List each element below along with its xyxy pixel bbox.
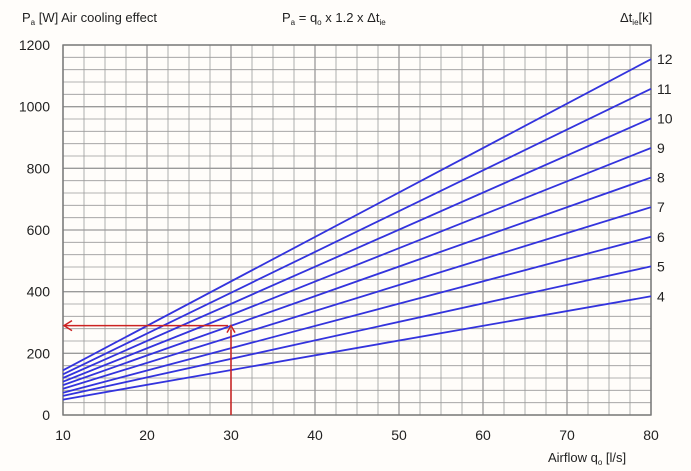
- x-tick-label: 10: [55, 427, 71, 443]
- series-label-8: 8: [657, 170, 665, 186]
- series-label-9: 9: [657, 140, 665, 156]
- series-line-10: [62, 117, 652, 379]
- series-label-4: 4: [657, 288, 665, 304]
- x-tick-label: 30: [223, 427, 239, 443]
- legend-title: Δtie[k]: [620, 10, 652, 27]
- plot-frame: [62, 44, 652, 416]
- y-tick-label: 1000: [19, 99, 50, 115]
- x-axis-title: Airflow qo [l/s]: [548, 450, 626, 467]
- series-line-6: [62, 235, 652, 394]
- x-tick-label: 80: [643, 427, 659, 443]
- y-tick-label: 400: [27, 284, 51, 300]
- series-lines: [62, 58, 652, 401]
- series-label-5: 5: [657, 258, 665, 274]
- y-tick-label: 600: [27, 222, 51, 238]
- x-tick-label: 20: [139, 427, 155, 443]
- series-line-8: [62, 176, 652, 386]
- x-tick-label: 40: [307, 427, 323, 443]
- x-tick-label: 60: [475, 427, 491, 443]
- annotation-arrow: [62, 319, 236, 415]
- y-tick-label: 800: [27, 160, 51, 176]
- series-label-6: 6: [657, 229, 665, 245]
- series-line-9: [62, 147, 652, 383]
- series-label-11: 11: [657, 81, 672, 97]
- series-labels: 4 5 6 7 8 9 10 11 12: [657, 51, 673, 304]
- series-line-4: [62, 295, 652, 401]
- series-label-7: 7: [657, 199, 665, 215]
- series-line-11: [62, 87, 652, 376]
- arrow-head-up: [226, 324, 236, 333]
- arrow-head-left: [62, 319, 73, 332]
- series-label-12: 12: [657, 51, 673, 67]
- series-line-12: [62, 58, 652, 372]
- y-tick-label: 1200: [19, 37, 50, 53]
- x-tick-label: 70: [559, 427, 575, 443]
- x-tick-label: 50: [391, 427, 407, 443]
- series-label-10: 10: [657, 110, 673, 126]
- grid: [62, 44, 652, 416]
- y-tick-label: 200: [27, 345, 51, 361]
- series-line-5: [62, 265, 652, 397]
- series-line-7: [62, 206, 652, 390]
- y-tick-label: 0: [42, 407, 50, 423]
- y-axis-title: Pa [W] Air cooling effect: [22, 10, 157, 27]
- formula: Pa = qo x 1.2 x Δtie: [282, 10, 386, 27]
